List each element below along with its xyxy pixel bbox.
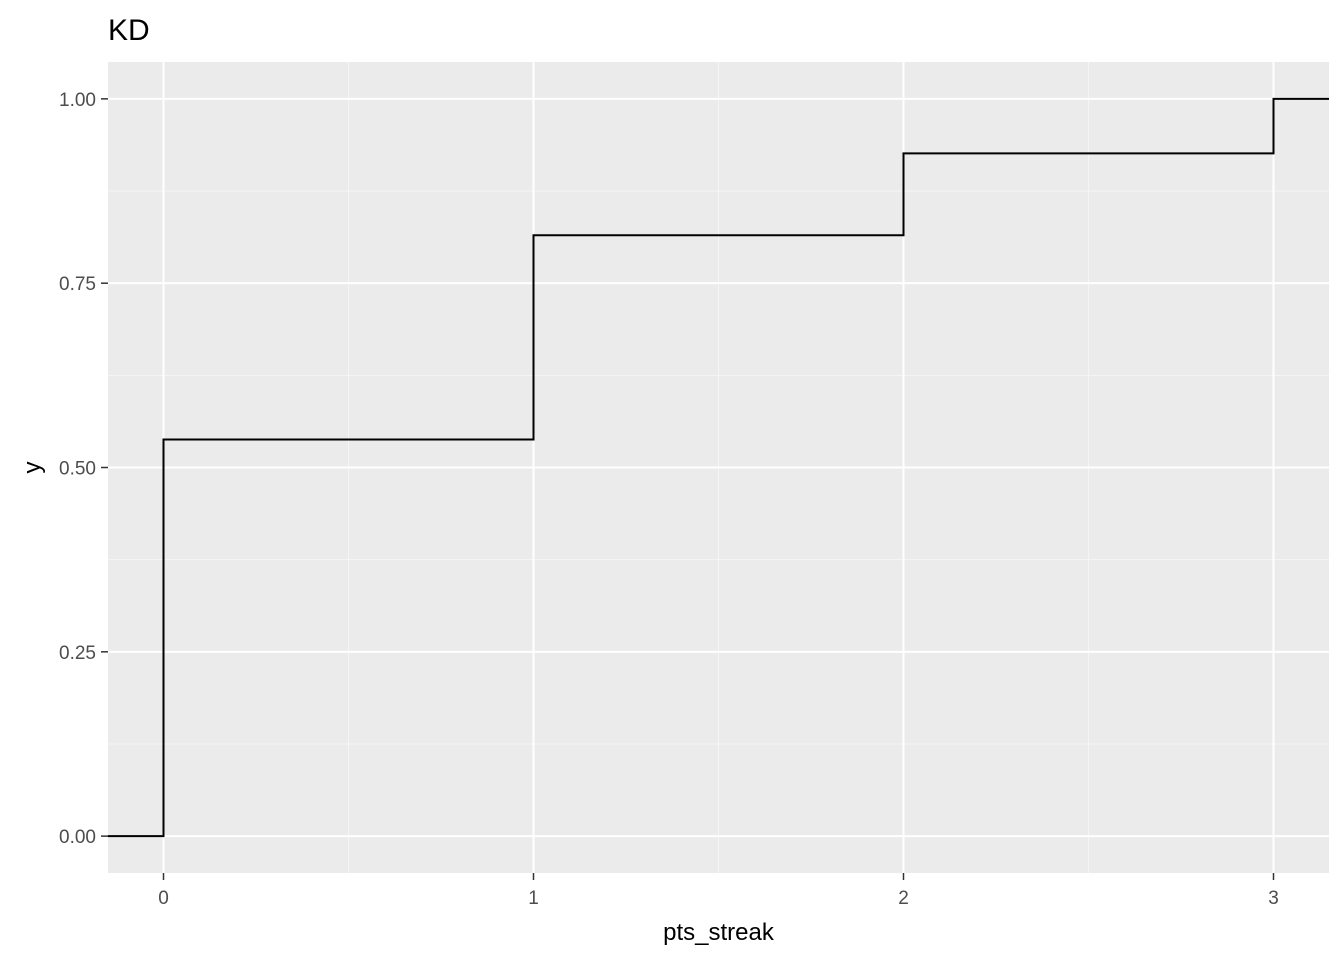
x-tick-label: 3 — [1268, 888, 1279, 909]
x-tick-label: 0 — [158, 888, 169, 909]
y-axis: 0.00 0.25 0.50 0.75 1.00 — [59, 90, 108, 848]
y-tick-label: 1.00 — [59, 90, 96, 111]
x-tick-label: 1 — [528, 888, 539, 909]
series-layer — [108, 97, 1329, 838]
y-tick-label: 0.50 — [59, 459, 96, 480]
y-tick-label: 0.00 — [59, 827, 96, 848]
y-tick-label: 0.75 — [59, 274, 96, 295]
x-axis: 0 1 2 3 — [158, 873, 1279, 909]
x-tick-label: 2 — [898, 888, 909, 909]
y-tick-label: 0.25 — [59, 643, 96, 664]
chart-title: KD — [108, 14, 150, 47]
x-axis-title: pts_streak — [663, 919, 775, 946]
y-axis-title: y — [19, 462, 46, 474]
ecdf-step-line — [108, 97, 1329, 838]
major-gridlines — [108, 62, 1329, 873]
